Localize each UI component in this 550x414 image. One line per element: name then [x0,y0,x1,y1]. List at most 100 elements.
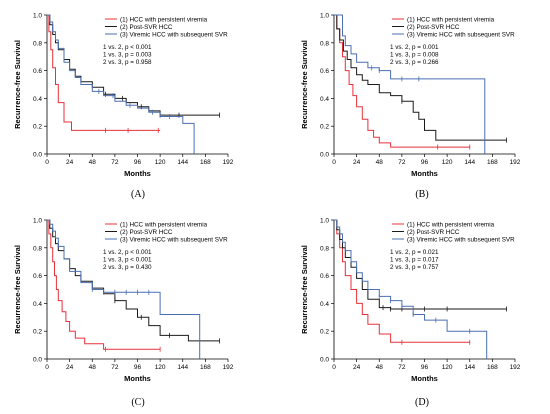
p-value-annotation: 1 vs. 3, p = 0.017 [390,257,439,264]
x-tick-label: 24 [66,159,74,166]
p-value-annotation: 1 vs. 3, p = 0.003 [103,52,152,59]
survival-curve-series-3 [334,219,488,359]
x-tick-label: 48 [89,159,97,166]
x-tick-label: 168 [487,159,498,166]
legend-entry: (1) HCC with persistent viremia [407,16,495,23]
x-tick-label: 120 [442,159,453,166]
y-tick-label: 0.6 [320,273,329,280]
y-tick-label: 1.0 [33,13,42,20]
legend-entry: (2) Post-SVR HCC [120,229,173,236]
p-value-annotation: 1 vs. 2, p = 0.001 [390,44,439,51]
y-tick-label: 0.8 [33,245,42,252]
legend-entry: (3) Viremic HCC with subsequent SVR [120,31,228,38]
y-axis-label: Recurrence-free Survival [13,245,22,334]
legend-entry: (3) Viremic HCC with subsequent SVR [407,31,515,38]
y-tick-label: 0.6 [33,273,42,280]
y-tick-label: 0.8 [33,40,42,47]
y-tick-label: 0.4 [320,301,329,308]
x-tick-label: 24 [66,364,74,371]
y-axis-label: Recurrence-free Survival [300,245,309,334]
x-tick-label: 192 [223,364,234,371]
km-panel-3: 0.0 0.2 0.4 0.6 0.8 1.0 0 24 48 72 96 120 144 168 192 M… [13,218,234,409]
y-tick-label: 0.4 [33,301,42,308]
x-tick-label: 72 [398,364,406,371]
x-tick-label: 24 [353,159,361,166]
y-tick-label: 1.0 [320,218,329,225]
x-tick-label: 96 [134,159,142,166]
p-value-annotation: 1 vs. 3, p < 0.001 [103,257,152,264]
p-value-annotation: 2 vs. 3, p = 0.266 [390,59,439,66]
y-tick-label: 0.2 [33,124,42,131]
y-tick-label: 1.0 [33,218,42,225]
x-tick-label: 48 [376,159,384,166]
x-tick-label: 168 [487,364,498,371]
p-value-annotation: 1 vs. 2, p < 0.001 [103,44,152,51]
x-tick-label: 168 [200,159,211,166]
y-tick-label: 0.6 [33,68,42,75]
y-tick-label: 0.4 [33,96,42,103]
x-tick-label: 192 [510,159,521,166]
x-tick-label: 72 [111,159,119,166]
x-tick-label: 168 [200,364,211,371]
x-tick-label: 120 [155,159,166,166]
p-value-annotation: 2 vs. 3, p = 0.958 [103,59,152,66]
y-axis-label: Recurrence-free Survival [300,40,309,129]
panel-label: (C) [131,397,144,408]
km-panel-4: 0.0 0.2 0.4 0.6 0.8 1.0 0 24 48 72 96 120 144 168 192 M… [300,218,521,409]
panel-label: (A) [131,189,145,200]
legend-entry: (2) Post-SVR HCC [407,229,460,236]
x-tick-label: 48 [376,364,384,371]
y-tick-label: 0.4 [320,96,329,103]
x-tick-label: 0 [332,159,336,166]
p-value-annotation: 2 vs. 3, p = 0.430 [103,264,152,271]
legend-entry: (2) Post-SVR HCC [407,24,460,31]
x-tick-label: 192 [223,159,234,166]
survival-curve-series-2 [334,14,507,141]
x-tick-label: 144 [177,159,188,166]
y-tick-label: 0.6 [320,68,329,75]
p-value-annotation: 1 vs. 2, p < 0.001 [103,249,152,256]
x-tick-label: 96 [421,364,429,371]
x-tick-label: 48 [89,364,97,371]
survival-curve-series-1 [334,14,470,148]
y-tick-label: 0.2 [320,124,329,131]
survival-curve-series-3 [47,219,201,359]
p-value-annotation: 1 vs. 2, p = 0.021 [390,249,439,256]
x-tick-label: 24 [353,364,361,371]
survival-curve-series-1 [47,14,161,131]
x-tick-label: 96 [421,159,429,166]
x-axis-label: Months [124,374,151,383]
legend-entry: (1) HCC with persistent viremia [120,221,208,228]
legend-entry: (2) Post-SVR HCC [120,24,173,31]
survival-curve-series-2 [47,219,220,342]
y-tick-label: 0.0 [320,357,329,364]
y-tick-label: 0.0 [33,152,42,159]
y-axis-label: Recurrence-free Survival [13,40,22,129]
x-tick-label: 120 [442,364,453,371]
x-tick-label: 144 [464,159,475,166]
legend-entry: (1) HCC with persistent viremia [407,221,495,228]
x-tick-label: 192 [510,364,521,371]
survival-curve-series-3 [334,14,486,154]
survival-curve-series-1 [334,219,470,343]
km-panel-2: 0.0 0.2 0.4 0.6 0.8 1.0 0 24 48 72 96 120 144 168 192 M… [300,13,521,201]
x-tick-label: 0 [45,364,49,371]
survival-curve-series-1 [47,219,161,350]
y-tick-label: 0.2 [320,329,329,336]
p-value-annotation: 1 vs. 3, p = 0.008 [390,52,439,59]
x-axis-label: Months [124,169,151,178]
x-tick-label: 0 [45,159,49,166]
x-tick-label: 144 [177,364,188,371]
legend-entry: (3) Viremic HCC with subsequent SVR [120,236,228,243]
y-tick-label: 0.2 [33,329,42,336]
x-axis-label: Months [411,169,438,178]
y-tick-label: 0.0 [320,152,329,159]
y-tick-label: 0.8 [320,245,329,252]
panel-label: (D) [415,397,429,408]
x-tick-label: 72 [398,159,406,166]
x-tick-label: 72 [111,364,119,371]
p-value-annotation: 2 vs. 3, p = 0.757 [390,264,439,271]
x-axis-label: Months [411,374,438,383]
panel-label: (B) [415,189,428,200]
